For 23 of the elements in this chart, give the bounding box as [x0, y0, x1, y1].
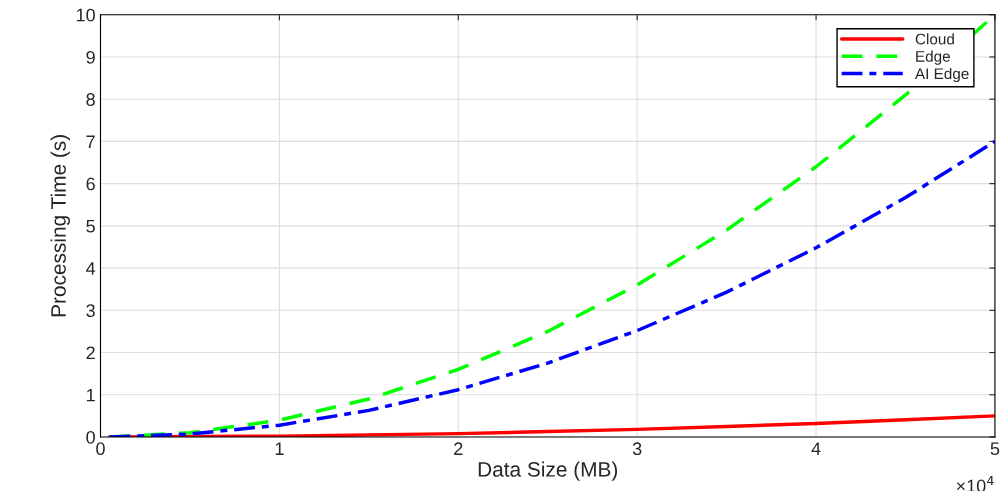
y-tick-label: 7: [86, 135, 95, 148]
x-tick-label: 3: [632, 442, 642, 456]
x-tick-label: 2: [454, 442, 463, 455]
line-series: [107, 139, 995, 437]
y-tick-label: 2: [86, 346, 95, 360]
y-tick-label: 1: [86, 388, 95, 402]
y-tick-label: 10: [76, 8, 95, 22]
x-tick-label: 0: [96, 442, 105, 456]
y-tick-label: 9: [86, 50, 95, 64]
x-tick-label: 4: [811, 442, 821, 455]
legend-label: Edge: [916, 50, 950, 65]
x-tick-label: 5: [990, 442, 1000, 456]
y-tick-label: 3: [86, 304, 95, 318]
x-tick-label: 1: [275, 442, 284, 455]
y-tick-label: 8: [86, 93, 95, 106]
y-tick-label: 6: [86, 177, 95, 191]
y-tick-label: 5: [86, 219, 95, 233]
legend-label: Cloud: [915, 33, 954, 45]
x-axis-title: Data Size (MB): [478, 461, 618, 481]
y-tick-label: 0: [86, 430, 95, 444]
y-axis-title: Processing Time (s): [50, 135, 70, 317]
legend-label: AI Edge: [914, 67, 969, 83]
y-tick-label: 4: [86, 262, 96, 275]
